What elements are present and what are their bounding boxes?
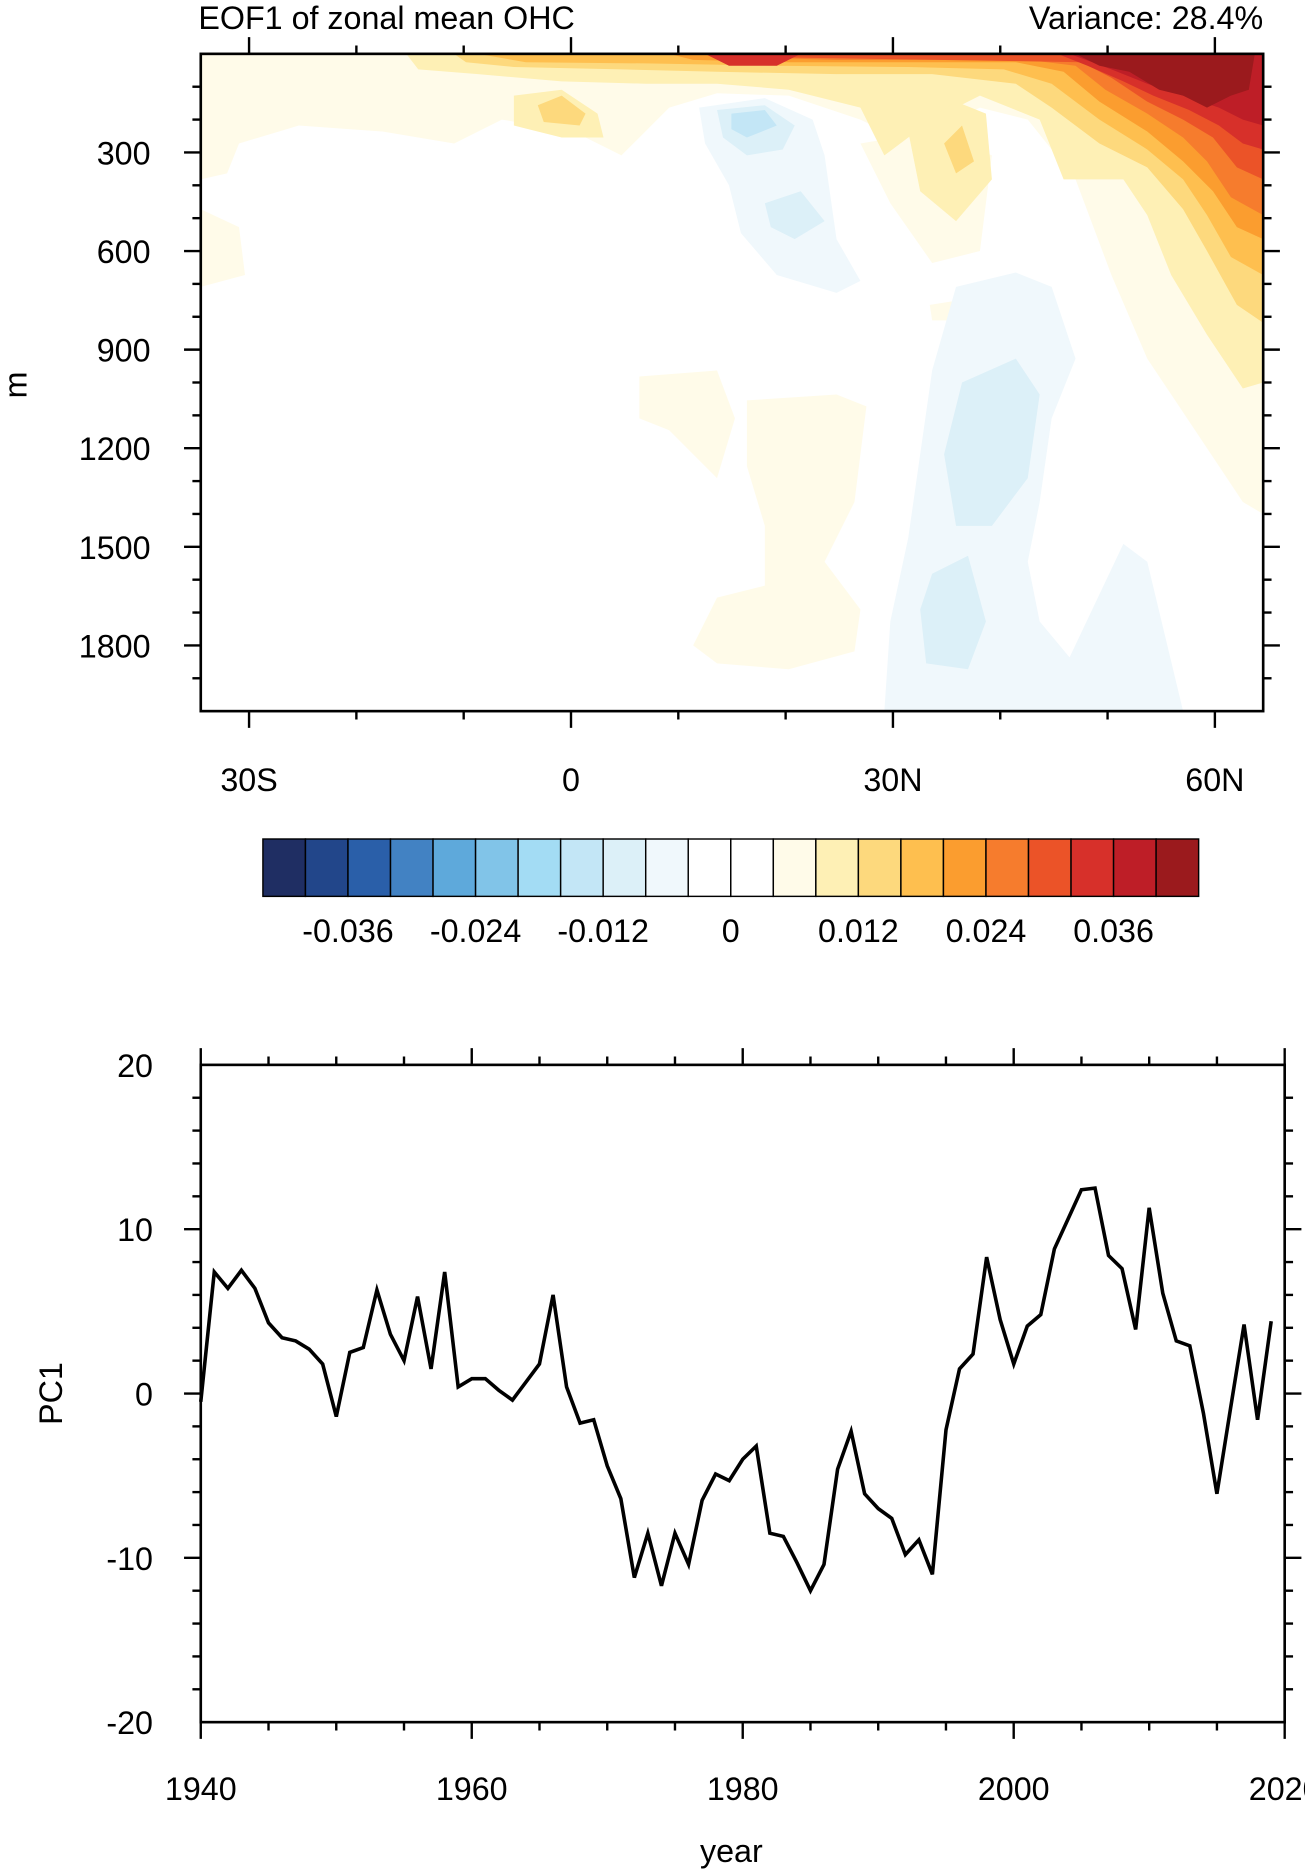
contour-pos-faint	[693, 394, 867, 670]
pc-panel: PC1 year 1940196019802000202020100-10-20	[33, 1048, 1305, 1869]
contour-neg-light	[920, 555, 986, 670]
colorbar-label: -0.024	[430, 913, 521, 949]
pc-series	[198, 1186, 1273, 1595]
y-tick-label: 600	[97, 234, 151, 270]
eof-ylabel: m	[0, 371, 33, 398]
colorbar-swatch	[985, 838, 1030, 898]
y-tick-label: 1500	[79, 530, 151, 566]
contour-neg-light	[764, 191, 825, 240]
x-tick-label: 30S	[220, 762, 277, 798]
colorbar-swatch	[687, 838, 732, 898]
eof-variance: Variance: 28.4%	[1029, 0, 1263, 36]
colorbar-swatch	[517, 838, 562, 898]
contour-pos-orange	[669, 53, 1264, 240]
colorbar-swatch	[900, 838, 945, 898]
colorbar-label: 0.012	[818, 913, 899, 949]
colorbar-swatch	[347, 838, 392, 898]
colorbar-swatch	[942, 838, 987, 898]
contour-pos-mid	[537, 95, 586, 126]
contour-pos-light	[908, 101, 992, 222]
x-tick-label: 60N	[1185, 762, 1244, 798]
colorbar-label: -0.036	[302, 913, 393, 949]
colorbar-swatch	[1155, 838, 1200, 898]
x-tick-label: 2000	[978, 1771, 1050, 1807]
y-tick-label: 20	[117, 1048, 153, 1084]
pc1-line	[198, 1186, 1273, 1595]
contour-pos-mid	[944, 125, 974, 174]
colorbar-swatch	[474, 838, 519, 898]
colorbar-swatch	[815, 838, 860, 898]
contour-pos-faint	[639, 370, 735, 479]
x-tick-label: 30N	[863, 762, 922, 798]
y-tick-label: 1800	[79, 628, 151, 664]
x-tick-label: 1960	[436, 1771, 508, 1807]
colorbar-label: 0	[722, 913, 740, 949]
colorbar-swatch	[559, 838, 604, 898]
contour-neg-mid	[731, 110, 777, 138]
colorbar-swatch	[432, 838, 477, 898]
eof-contour-fill	[200, 53, 1264, 712]
colorbar-swatch	[389, 838, 434, 898]
colorbar-swatch	[262, 838, 307, 898]
y-tick-label: 300	[97, 135, 151, 171]
colorbar-swatch	[602, 838, 647, 898]
colorbar: -0.036 -0.024 -0.012 0 0.012 0.024 0.036	[262, 838, 1200, 949]
contour-neg-light	[944, 358, 1040, 526]
y-tick-label: -10	[106, 1541, 153, 1577]
x-tick-label: 2020	[1249, 1771, 1305, 1807]
colorbar-swatch	[730, 838, 775, 898]
colorbar-swatch	[772, 838, 817, 898]
colorbar-label: 0.036	[1073, 913, 1154, 949]
colorbar-label: -0.012	[557, 913, 648, 949]
y-tick-label: 0	[135, 1376, 153, 1412]
eof-panel: EOF1 of zonal mean OHC Variance: 28.4% m	[0, 0, 1280, 798]
colorbar-label: 0.024	[946, 913, 1027, 949]
contour-pos-faint	[200, 209, 245, 287]
y-tick-label: 1200	[79, 431, 151, 467]
x-tick-label: 1940	[165, 1771, 237, 1807]
contour-pos-darkred	[1075, 53, 1255, 108]
eof-title: EOF1 of zonal mean OHC	[198, 0, 574, 36]
pc-axis-ticks: 1940196019802000202020100-10-20	[106, 1048, 1305, 1807]
colorbar-swatch	[1027, 838, 1072, 898]
pc-plot-frame	[199, 1063, 1286, 1724]
colorbar-swatch	[1112, 838, 1157, 898]
y-tick-label: 900	[97, 333, 151, 369]
colorbar-swatch	[857, 838, 902, 898]
x-tick-label: 0	[562, 762, 580, 798]
colorbar-swatch	[304, 838, 349, 898]
contour-pos-light	[406, 53, 1264, 389]
colorbar-swatch	[1070, 838, 1115, 898]
contour-pos-red	[705, 53, 1264, 150]
eof-axis-ticks: 30S 0 30N 60N 300 600 900 1200 1500 1800	[79, 37, 1280, 798]
pc-xlabel: year	[700, 1833, 763, 1869]
pc-ylabel: PC1	[33, 1362, 69, 1425]
x-tick-label: 1980	[707, 1771, 779, 1807]
y-tick-label: -20	[106, 1705, 153, 1741]
y-tick-label: 10	[117, 1212, 153, 1248]
colorbar-swatch	[644, 838, 689, 898]
contour-pos-orange-dark	[717, 53, 1264, 216]
